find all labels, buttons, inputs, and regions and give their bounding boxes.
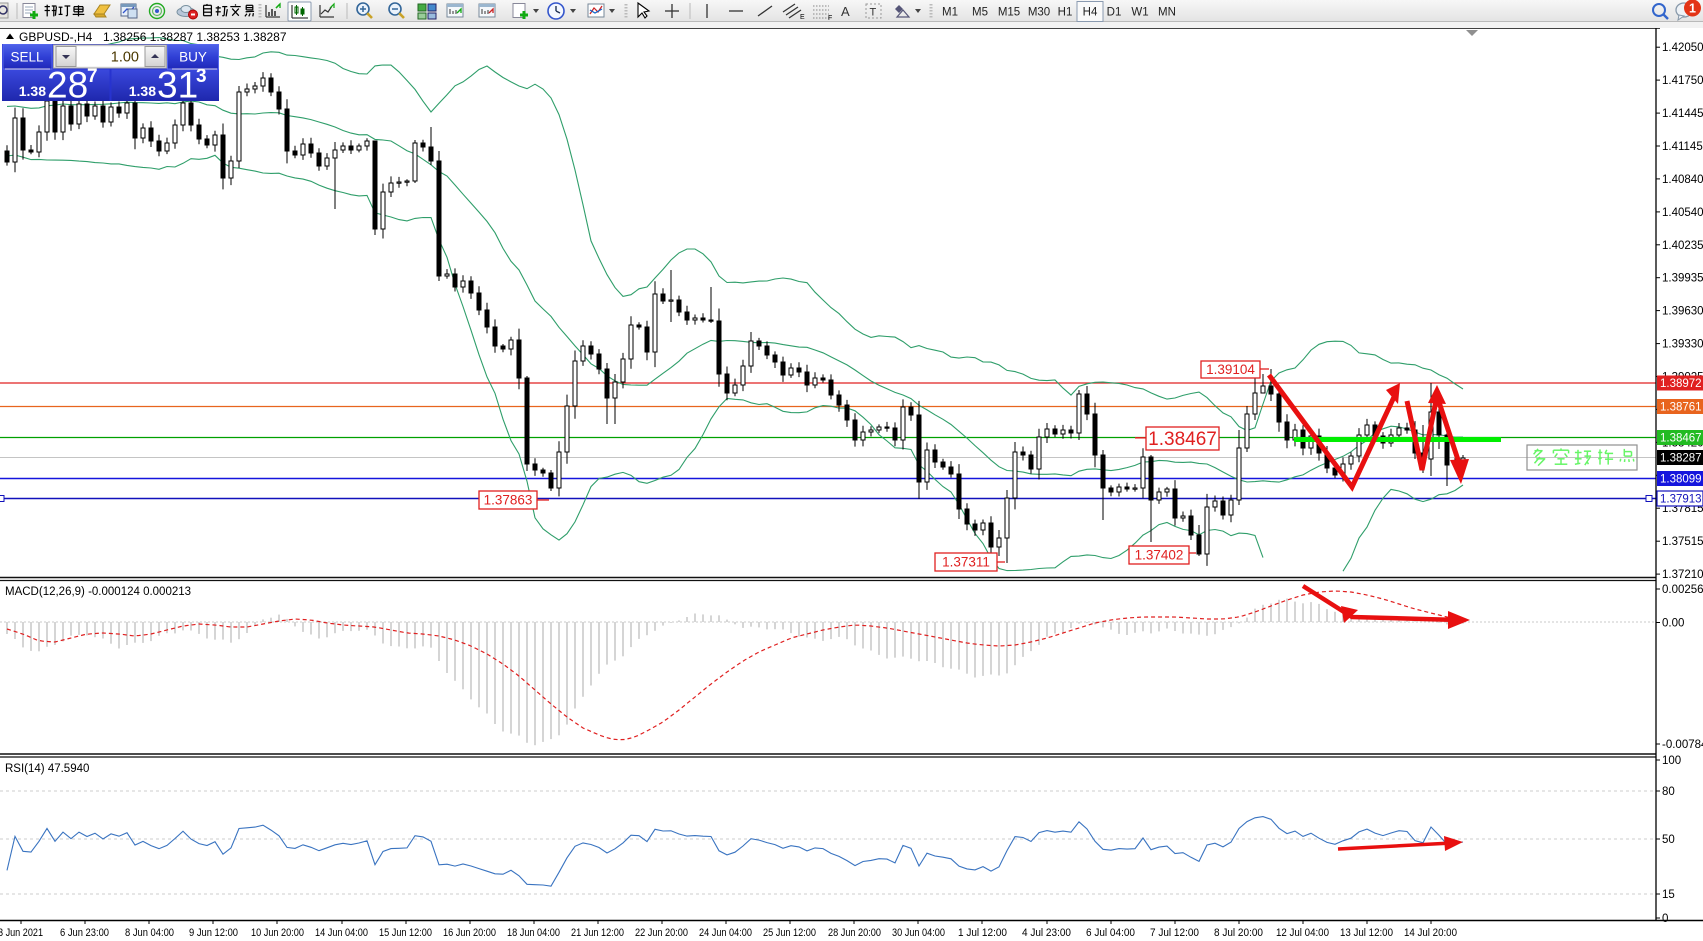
svg-text:24 Jun 04:00: 24 Jun 04:00 (699, 927, 752, 939)
svg-text:10 Jun 20:00: 10 Jun 20:00 (251, 927, 304, 939)
svg-text:1.38467: 1.38467 (1660, 433, 1702, 445)
svg-text:1 Jul 12:00: 1 Jul 12:00 (958, 927, 1007, 939)
svg-text:M30: M30 (1028, 7, 1050, 19)
svg-text:1: 1 (1689, 2, 1696, 16)
svg-text:3: 3 (196, 66, 207, 87)
svg-text:3 Jun 2021: 3 Jun 2021 (0, 927, 43, 939)
svg-text:13 Jul 12:00: 13 Jul 12:00 (1340, 927, 1393, 939)
svg-text:1.39104: 1.39104 (1206, 362, 1255, 377)
svg-text:14 Jun 04:00: 14 Jun 04:00 (315, 927, 368, 939)
svg-text:1.38: 1.38 (129, 83, 156, 99)
svg-text:0.00: 0.00 (1662, 618, 1684, 630)
svg-text:GBPUSD-,H4: GBPUSD-,H4 (19, 30, 93, 44)
svg-text:F: F (828, 15, 832, 22)
svg-text:1.40235: 1.40235 (1662, 240, 1703, 252)
svg-text:MACD(12,26,9) -0.000124 0.0002: MACD(12,26,9) -0.000124 0.000213 (5, 586, 191, 598)
svg-text:1.41750: 1.41750 (1662, 75, 1703, 87)
svg-text:1.37515: 1.37515 (1662, 536, 1703, 548)
svg-text:1.37913: 1.37913 (1660, 494, 1702, 506)
svg-text:80: 80 (1662, 786, 1675, 798)
svg-text:1.41445: 1.41445 (1662, 108, 1703, 120)
svg-text:28: 28 (47, 65, 88, 106)
svg-text:MN: MN (1158, 7, 1176, 19)
svg-text:1.40840: 1.40840 (1662, 174, 1703, 186)
svg-text:1.38287: 1.38287 (1660, 453, 1702, 465)
svg-text:1.38: 1.38 (19, 83, 46, 99)
svg-text:0.002565: 0.002565 (1662, 584, 1703, 596)
svg-text:H4: H4 (1083, 7, 1098, 19)
svg-text:BUY: BUY (179, 50, 207, 65)
svg-text:14 Jul 20:00: 14 Jul 20:00 (1404, 927, 1457, 939)
svg-text:28 Jun 20:00: 28 Jun 20:00 (828, 927, 881, 939)
svg-text:1.39935: 1.39935 (1662, 273, 1703, 285)
svg-text:0: 0 (1662, 913, 1668, 925)
svg-text:4 Jul 23:00: 4 Jul 23:00 (1022, 927, 1071, 939)
svg-text:1.39630: 1.39630 (1662, 306, 1703, 318)
svg-text:1.38467: 1.38467 (1148, 429, 1217, 450)
svg-text:9 Jun 12:00: 9 Jun 12:00 (189, 927, 238, 939)
svg-text:M5: M5 (972, 7, 988, 19)
svg-text:1.41145: 1.41145 (1662, 141, 1703, 153)
svg-text:30 Jun 04:00: 30 Jun 04:00 (892, 927, 945, 939)
svg-text:1.38761: 1.38761 (1660, 402, 1702, 414)
svg-text:1.38099: 1.38099 (1660, 474, 1702, 486)
svg-text:T: T (870, 7, 877, 19)
svg-text:1.37311: 1.37311 (942, 555, 990, 570)
svg-text:8 Jul 20:00: 8 Jul 20:00 (1214, 927, 1263, 939)
svg-text:1.38972: 1.38972 (1660, 378, 1702, 390)
svg-text:D1: D1 (1107, 7, 1122, 19)
svg-text:E: E (800, 14, 805, 21)
svg-text:7 Jul 12:00: 7 Jul 12:00 (1150, 927, 1199, 939)
svg-text:12 Jul 04:00: 12 Jul 04:00 (1276, 927, 1329, 939)
svg-text:21 Jun 12:00: 21 Jun 12:00 (571, 927, 624, 939)
svg-text:7: 7 (87, 66, 98, 87)
svg-text:15: 15 (1662, 889, 1675, 901)
svg-text:6 Jun 23:00: 6 Jun 23:00 (60, 927, 109, 939)
svg-text:1.40540: 1.40540 (1662, 207, 1703, 219)
svg-text:M15: M15 (998, 7, 1020, 19)
svg-text:SELL: SELL (10, 50, 44, 65)
svg-text:15 Jun 12:00: 15 Jun 12:00 (379, 927, 432, 939)
svg-text:1.37863: 1.37863 (484, 493, 533, 508)
svg-text:31: 31 (157, 65, 198, 106)
svg-text:H1: H1 (1058, 7, 1073, 19)
svg-text:1.37402: 1.37402 (1135, 548, 1184, 563)
svg-text:M1: M1 (942, 7, 958, 19)
svg-text:1.39330: 1.39330 (1662, 339, 1703, 351)
svg-text:1.42050: 1.42050 (1662, 42, 1703, 54)
svg-text:1.38256 1.38287 1.38253 1.3828: 1.38256 1.38287 1.38253 1.38287 (103, 30, 287, 44)
svg-text:1.37210: 1.37210 (1662, 569, 1703, 581)
svg-text:100: 100 (1662, 755, 1681, 767)
svg-text:18 Jun 04:00: 18 Jun 04:00 (507, 927, 560, 939)
svg-text:50: 50 (1662, 834, 1675, 846)
svg-text:22 Jun 20:00: 22 Jun 20:00 (635, 927, 688, 939)
svg-text:6 Jul 04:00: 6 Jul 04:00 (1086, 927, 1135, 939)
svg-text:8 Jun 04:00: 8 Jun 04:00 (125, 927, 174, 939)
svg-text:A: A (841, 4, 850, 19)
svg-text:1.00: 1.00 (111, 50, 139, 66)
svg-text:16 Jun 20:00: 16 Jun 20:00 (443, 927, 496, 939)
svg-text:-0.007847: -0.007847 (1662, 739, 1703, 751)
svg-text:W1: W1 (1131, 7, 1148, 19)
svg-text:RSI(14) 47.5940: RSI(14) 47.5940 (5, 763, 89, 775)
svg-text:25 Jun 12:00: 25 Jun 12:00 (763, 927, 816, 939)
